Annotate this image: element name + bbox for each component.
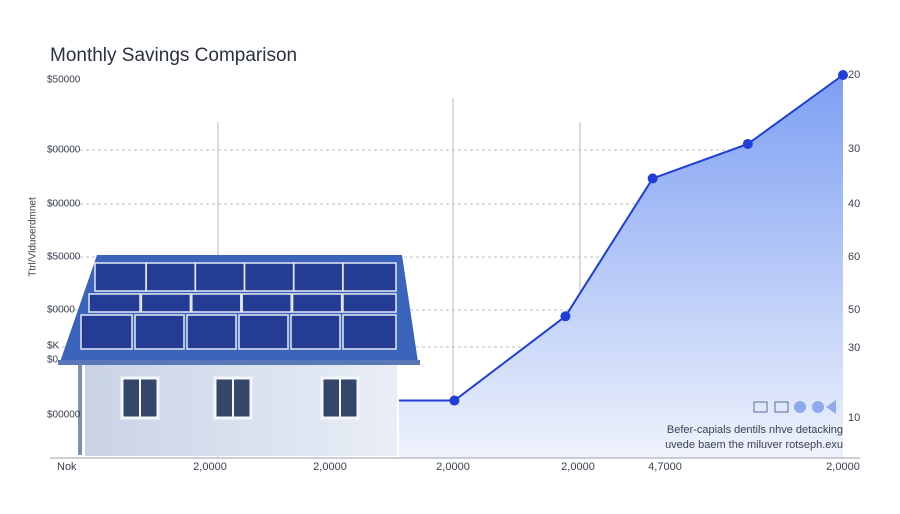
house — [58, 255, 420, 456]
legend-icon — [812, 401, 824, 413]
x-axis-label: 2,0000 — [561, 461, 595, 473]
solar-panel — [134, 314, 185, 350]
right-axis-label: 60 — [848, 251, 860, 263]
x-axis-label: Nok — [57, 461, 77, 473]
solar-panel — [342, 293, 397, 313]
point — [742, 138, 753, 149]
gutter — [58, 360, 420, 365]
solar-panel — [94, 262, 147, 292]
solar-panel — [80, 314, 133, 350]
solar-panel — [88, 293, 141, 313]
solar-panel — [186, 314, 237, 350]
point — [449, 395, 460, 406]
line — [398, 74, 844, 402]
legend-text: uvede baem the miluver rotseph.exu — [665, 439, 843, 451]
right-axis-label: 40 — [848, 198, 860, 210]
legend-icon — [826, 400, 836, 414]
legend-icon — [774, 401, 789, 413]
solar-panel — [241, 293, 292, 313]
downpipe — [78, 365, 82, 455]
point — [560, 311, 571, 322]
right-axis-label: 10 — [848, 412, 860, 424]
x-axis-label: 4,7000 — [648, 461, 682, 473]
solar-panel — [342, 314, 397, 350]
solar-panel — [194, 262, 246, 292]
x-axis-label: 2,0000 — [313, 461, 347, 473]
solar-panel — [293, 262, 344, 292]
y-axis-label: Ttrl/Vlduoerdmnet — [28, 197, 39, 277]
area — [398, 75, 843, 458]
x-axis-label: 2,0000 — [193, 461, 227, 473]
solar-panel — [342, 262, 397, 292]
right-axis-label: 20 — [848, 69, 860, 81]
legend-icon — [753, 401, 768, 413]
x-axis-label: 2,0000 — [826, 461, 860, 473]
left-axis-label: $0 — [47, 355, 59, 366]
left-axis-label: $00000 — [47, 199, 81, 210]
left-axis-label: $50000 — [47, 75, 81, 86]
legend-text: Befer-capials dentils nhve detacking — [667, 424, 843, 436]
chart-title: Monthly Savings Comparison — [50, 45, 297, 66]
solar-panel — [243, 262, 295, 292]
solar-panel — [238, 314, 289, 350]
left-axis-label: $50000 — [47, 252, 81, 263]
solar-panels — [80, 262, 397, 350]
right-axis-label: 30 — [848, 342, 860, 354]
right-axis-label: 50 — [848, 304, 860, 316]
right-axis-label: 30 — [848, 143, 860, 155]
point — [838, 70, 848, 80]
solar-panel — [191, 293, 242, 313]
x-axis-label: 2,0000 — [436, 461, 470, 473]
legend-icon — [794, 401, 806, 413]
solar-panel — [291, 293, 343, 313]
solar-panel — [145, 262, 196, 292]
legend: Befer-capials dentils nhve detacking uve… — [665, 400, 843, 451]
left-axis-label: $00000 — [47, 145, 81, 156]
left-axis-label: $K — [47, 341, 60, 352]
solar-panel — [140, 293, 192, 313]
left-axis-label: $00000 — [47, 410, 81, 421]
plot-area — [398, 70, 848, 458]
left-axis-label: $0000 — [47, 305, 75, 316]
solar-panel — [290, 314, 341, 350]
point — [647, 173, 658, 184]
